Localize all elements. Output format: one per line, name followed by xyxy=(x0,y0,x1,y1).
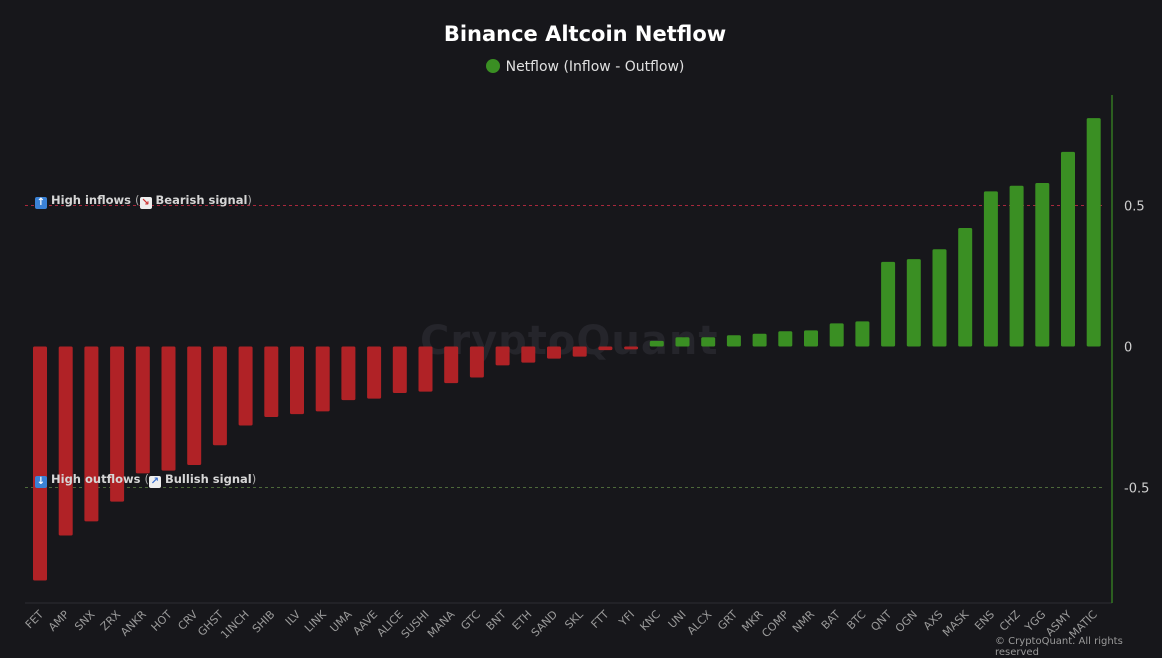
x-tick-label: AMP xyxy=(46,608,72,634)
bar-mana xyxy=(444,346,459,384)
x-tick-label: LINK xyxy=(302,607,329,634)
x-tick-label: FET xyxy=(23,608,47,632)
bar-ftt xyxy=(598,346,613,351)
x-tick-label: SHIB xyxy=(250,608,278,636)
bar-eth xyxy=(521,346,536,363)
bar-ghst xyxy=(212,346,227,446)
x-tick-label: AAVE xyxy=(350,608,380,638)
x-tick-label: GRT xyxy=(715,608,740,633)
bar-comp xyxy=(778,331,793,347)
chart-up-icon: ↗ xyxy=(148,476,161,488)
bar-skl xyxy=(572,346,587,357)
bar-shib xyxy=(264,346,279,417)
bar-hot xyxy=(161,346,176,471)
y-tick-label: -0.5 xyxy=(1124,482,1149,497)
bar-snx xyxy=(84,346,99,522)
x-tick-label: SAND xyxy=(529,608,560,639)
annotation-signal: Bullish signal xyxy=(164,472,252,486)
x-tick-label: HOT xyxy=(149,608,175,634)
legend-swatch xyxy=(485,59,500,73)
bar-uma xyxy=(341,346,356,401)
arrow-up-icon: ↑ xyxy=(35,197,47,209)
x-tick-label: GTC xyxy=(458,608,483,633)
bar-bat xyxy=(829,323,844,347)
x-tick-label: SNX xyxy=(72,608,98,634)
x-tick-label: 1INCH xyxy=(218,608,252,642)
bar-zrx xyxy=(110,346,125,502)
bar-amp xyxy=(58,346,73,536)
annotation-high-outflows: ↓ High outflows (↗ Bullish signal) xyxy=(35,472,257,488)
arrow-down-icon: ↓ xyxy=(35,476,47,488)
bar-mask xyxy=(958,228,973,347)
bar-ilv xyxy=(290,346,304,415)
x-tick-label: BNT xyxy=(484,608,509,633)
watermark: CryptoQuant xyxy=(420,318,719,364)
x-tick-label: ANKR xyxy=(118,608,149,639)
x-tick-label: CHZ xyxy=(997,608,1023,634)
legend-label: Netflow (Inflow - Outflow) xyxy=(505,59,685,75)
bar-1inch xyxy=(238,346,253,426)
bar-fet xyxy=(33,346,47,581)
x-tick-label: ALCX xyxy=(685,608,715,638)
y-tick-label: 0.5 xyxy=(1124,200,1145,215)
x-tick-label: YFI xyxy=(616,608,637,629)
bar-ankr xyxy=(135,346,150,474)
bar-alice xyxy=(392,346,407,394)
x-tick-label: MASK xyxy=(940,607,972,639)
bar-ogn xyxy=(906,259,921,347)
bar-btc xyxy=(855,321,870,347)
bar-asmy xyxy=(1061,151,1075,347)
x-tick-label: OGN xyxy=(893,608,920,635)
bar-sand xyxy=(547,346,561,359)
annotation-label: High outflows xyxy=(51,472,141,486)
x-tick-label: MANA xyxy=(425,608,458,641)
x-tick-label: QNT xyxy=(868,608,894,634)
x-tick-label: ILV xyxy=(283,608,304,629)
x-tick-label: UMA xyxy=(328,608,355,635)
copyright: © CryptoQuant. All rights reserved xyxy=(995,636,1123,658)
x-tick-label: BTC xyxy=(844,608,868,632)
x-tick-label: FTT xyxy=(589,608,612,631)
bar-gtc xyxy=(469,346,484,378)
bar-aave xyxy=(367,346,382,399)
bar-uni xyxy=(675,337,690,347)
x-tick-label: ENS xyxy=(972,608,997,633)
chart-title: Binance Altcoin Netflow xyxy=(443,22,727,46)
x-tick-label: SUSHI xyxy=(399,608,432,641)
x-tick-label: SKL xyxy=(562,607,586,631)
bar-ens xyxy=(983,191,998,347)
annotation-label: High inflows xyxy=(51,193,132,207)
x-tick-label: KNC xyxy=(637,608,663,634)
bar-axs xyxy=(932,249,947,347)
bar-nmr xyxy=(804,330,818,347)
bar-qnt xyxy=(881,261,896,347)
bar-alcx xyxy=(701,337,716,347)
bar-matic xyxy=(1086,118,1101,347)
bar-yfi xyxy=(624,346,639,350)
annotation-signal: Bearish signal xyxy=(155,193,248,207)
bar-grt xyxy=(726,335,741,347)
bar-bnt xyxy=(495,346,510,366)
bar-mkr xyxy=(752,333,767,347)
x-tick-label: COMP xyxy=(759,608,791,640)
bar-sushi xyxy=(418,346,433,392)
bar-link xyxy=(315,346,330,412)
bar-crv xyxy=(187,346,202,465)
x-tick-label: BAT xyxy=(819,608,843,632)
annotation-high-inflows: ↑ High inflows (↘ Bearish signal) xyxy=(35,193,252,209)
x-tick-label: NMR xyxy=(790,608,817,635)
chart-down-icon: ↘ xyxy=(139,197,152,209)
y-tick-label: 0 xyxy=(1124,341,1132,356)
legend[interactable]: Netflow (Inflow - Outflow) xyxy=(0,59,1162,75)
bar-knc xyxy=(649,340,664,347)
bar-ygg xyxy=(1035,182,1050,347)
bar-chz xyxy=(1009,185,1024,347)
